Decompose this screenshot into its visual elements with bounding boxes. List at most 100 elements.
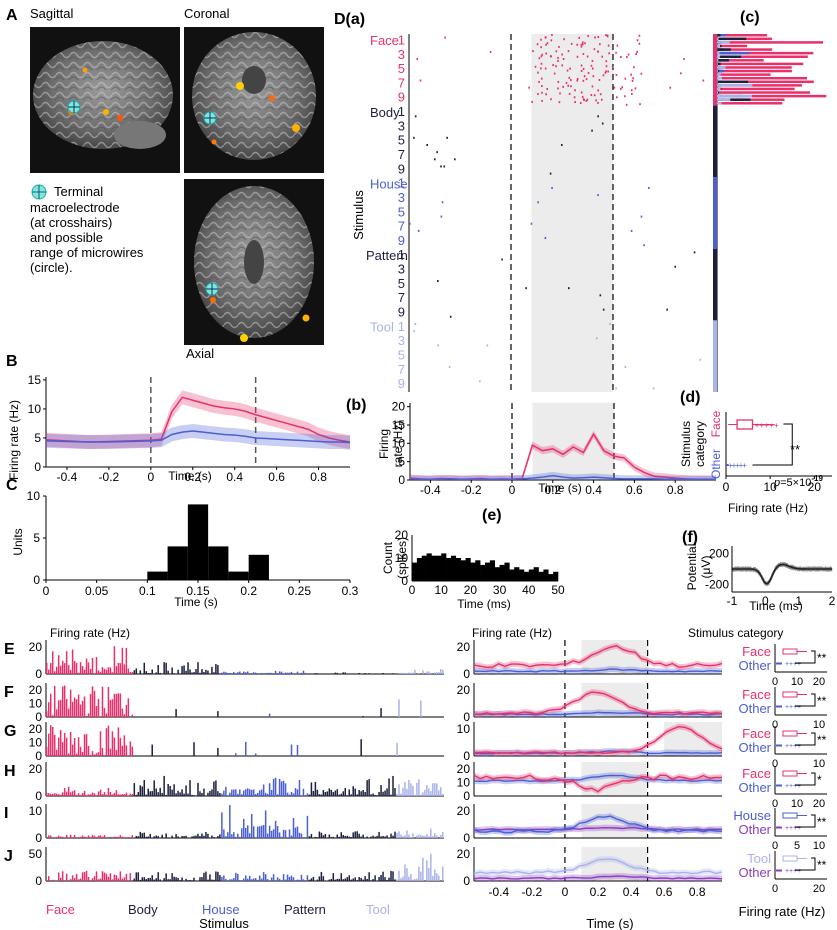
panel-b-line-chart: -0.4 -0.2 0 0.2 0.4 0.6 0.8 0 5 10 15 <box>28 373 351 484</box>
stimulus-rate-bar <box>280 781 283 796</box>
stimulus-rate-bar <box>69 879 72 881</box>
y-tick-label: 20 <box>457 804 471 818</box>
spike-mark <box>607 70 609 73</box>
stimulus-rate-bar <box>410 874 412 881</box>
stimulus-rate-bar <box>264 874 267 881</box>
stimulus-rate-bar <box>358 672 360 674</box>
stimulus-rate-bar <box>117 693 120 717</box>
spike-mark <box>597 194 599 197</box>
stimulus-rate-bar <box>67 708 70 717</box>
stimulus-rate-bar <box>392 835 394 838</box>
stimulus-rate-bar <box>57 794 60 796</box>
panel-df-xlabel: Time (ms) <box>749 599 803 613</box>
stimulus-rate-bar <box>402 876 404 881</box>
stimulus-rate-bar <box>205 669 207 674</box>
stimulus-rate-bar <box>119 693 122 717</box>
stimulus-rate-bar <box>199 836 201 838</box>
firing-rate-bar <box>717 51 720 55</box>
spike-mark <box>590 94 593 97</box>
spike-mark <box>560 143 563 146</box>
firing-rate-bar <box>717 98 785 101</box>
stimulus-rate-bar <box>46 793 48 796</box>
spike-mark <box>541 85 543 88</box>
y-tick-label: 0 <box>463 667 470 681</box>
stimulus-rate-bar <box>404 781 406 796</box>
stimulus-rate-bar <box>153 879 155 881</box>
spike-mark <box>540 55 543 58</box>
stimulus-rate-bar <box>99 671 102 674</box>
stimulus-rate-bar <box>225 672 227 674</box>
stimulus-number: 1 <box>398 176 405 191</box>
stimulus-rate-bar <box>434 833 436 838</box>
stimulus-rate-bar <box>250 813 253 838</box>
panel-letter-de: (e) <box>482 507 502 524</box>
stimulus-rate-bar <box>266 793 269 796</box>
spike-mark <box>568 287 570 290</box>
stimulus-rate-bar <box>121 878 124 881</box>
face-outlier: + <box>774 421 779 430</box>
stimulus-rate-bar <box>215 871 217 881</box>
stimulus-rate-bar <box>61 660 64 674</box>
stimulus-rate-bar <box>113 646 116 674</box>
stimulus-rate-bar <box>61 792 64 796</box>
y-tick-label: 5 <box>34 431 41 445</box>
spike-mark <box>541 91 543 94</box>
panel-letter: J <box>4 848 13 865</box>
stimulus-rate-bar <box>51 651 54 674</box>
spike-mark <box>557 80 560 83</box>
stimulus-rate-bar <box>145 671 147 674</box>
category-label-face: Face <box>370 33 399 48</box>
stimulus-rate-bar <box>442 793 444 796</box>
face-outlier: + <box>769 421 774 430</box>
stimulus-rate-bar <box>322 876 325 881</box>
face-outlier: + <box>759 421 764 430</box>
stimulus-rate-bar <box>89 794 92 796</box>
panel-dd: (d) Stimulus category Face Other + + + + +++… <box>679 389 832 515</box>
firing-rate-bar <box>717 80 749 84</box>
stimulus-rate-bar <box>436 783 438 796</box>
y-tick-label: -200 <box>705 577 729 591</box>
stimulus-rate-bar <box>360 739 362 756</box>
stimulus-rate-bar <box>93 754 96 756</box>
stimulus-rate-bar <box>352 878 354 881</box>
stimulus-rate-bar <box>101 667 104 674</box>
stimulus-rate-bar <box>320 871 323 881</box>
y-tick-label: 10 <box>27 489 41 503</box>
spike-mark <box>568 76 571 79</box>
spike-mark <box>609 322 611 325</box>
stim-cat-pattern: Pattern <box>284 902 326 917</box>
significance-bracket <box>795 732 816 746</box>
stimulus-rate-bar <box>364 791 366 796</box>
x-tick-label: -0.4 <box>57 470 78 484</box>
firing-rate-bar <box>717 59 719 62</box>
stimulus-rate-bar <box>312 791 315 796</box>
stimulus-rate-bar <box>223 671 225 674</box>
stimulus-rate-bar <box>428 868 430 881</box>
spike-mark <box>580 43 583 46</box>
stimulus-rate-bar <box>440 834 442 838</box>
stimulus-rate-bar <box>109 700 112 717</box>
firing-rate-bar <box>717 41 823 44</box>
stimulus-rate-bar <box>169 879 171 881</box>
series-error-band <box>46 390 350 449</box>
spike-mark <box>561 64 564 67</box>
stimulus-rate-bar <box>410 837 412 838</box>
time-x-tick-label: 0.4 <box>623 885 640 899</box>
stimulus-rate-bar <box>55 749 58 756</box>
stimulus-rate-bar <box>322 835 325 838</box>
spike-mark <box>532 50 534 53</box>
spike-mark <box>621 86 624 89</box>
stimulus-rate-bar <box>370 836 372 838</box>
firing-rate-bar <box>717 48 773 51</box>
axial-label: Axial <box>186 346 214 361</box>
stimulus-rate-bar <box>412 672 414 674</box>
stimulus-rate-bar <box>254 794 257 796</box>
stimulus-rate-bar <box>103 792 106 796</box>
spike-mark <box>601 122 604 125</box>
panel-letter: G <box>4 723 16 740</box>
stimulus-rate-bar <box>239 880 241 881</box>
stimulus-rate-bar <box>384 877 386 881</box>
stimulus-rate-bar <box>85 795 88 796</box>
stimulus-rate-bar <box>288 829 291 838</box>
stimulus-rate-bar <box>318 794 321 796</box>
